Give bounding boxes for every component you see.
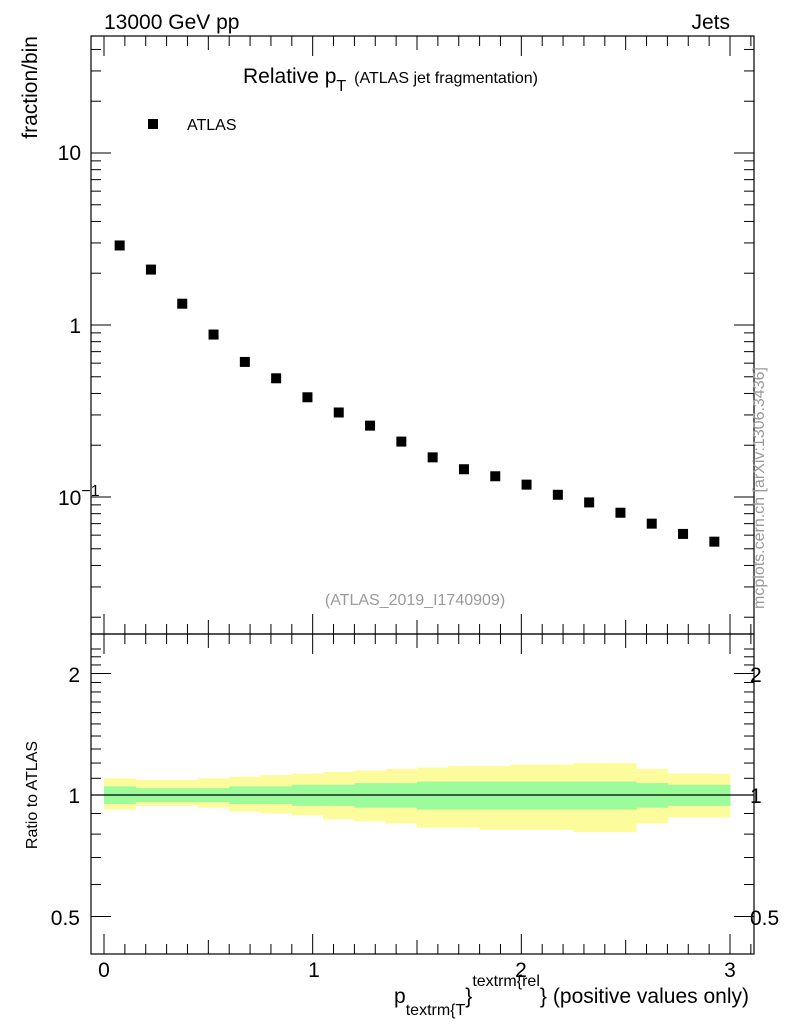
data-point: [365, 420, 376, 431]
ratio-bands: [104, 763, 731, 832]
data-point: [646, 518, 657, 529]
main-tick-0.1-base: 10: [58, 487, 81, 510]
data-point: [709, 536, 720, 547]
main-tick-0.1-exp: −1: [81, 483, 99, 500]
main-tick-10: 10: [58, 142, 81, 165]
data-point: [521, 479, 532, 490]
category-label: Jets: [691, 11, 730, 34]
legend-marker: [148, 119, 158, 129]
x-tick-2: 2: [515, 959, 527, 982]
data-point: [208, 329, 219, 340]
data-point: [396, 436, 407, 447]
x-tick-1: 1: [308, 959, 320, 982]
analysis-label: (ATLAS_2019_I1740909): [325, 592, 505, 609]
plot-title: Relative pT (ATLAS jet fragmentation): [243, 65, 538, 95]
data-point: [114, 240, 125, 251]
ratio-tick-2-right: 2: [750, 664, 762, 687]
energy-label: 13000 GeV pp: [104, 11, 239, 34]
title-main: Relative p: [243, 65, 336, 88]
atlas-markers: [114, 240, 720, 547]
y-axis-label-ratio: Ratio to ATLAS: [24, 741, 41, 849]
x-tick-3: 3: [724, 959, 736, 982]
data-point: [302, 392, 313, 403]
data-point: [584, 497, 595, 508]
main-tick-1: 1: [69, 315, 81, 338]
data-point: [615, 507, 626, 518]
side-label: mcplots.cern.ch [arXiv:1306.3436]: [751, 367, 768, 609]
data-point: [333, 407, 344, 418]
data-point: [271, 373, 282, 384]
x-label-p: p: [394, 985, 406, 1008]
x-axis-label: ptextrm{T}textrm{rel} (positive values on…: [394, 973, 749, 1019]
x-label-sub: textrm{T: [406, 1002, 466, 1019]
legend-label: ATLAS: [187, 117, 237, 134]
ratio-tick-1-left: 1: [68, 785, 80, 808]
ratio-tick-0.5-right: 0.5: [750, 907, 779, 930]
axis-ticks: [91, 36, 754, 954]
x-label-rest: (positive values only): [553, 985, 749, 1008]
main-tick-0.1: 10−1: [58, 483, 100, 510]
x-label-sup: textrm{rel: [472, 973, 540, 990]
x-tick-0: 0: [98, 959, 110, 982]
ratio-tick-0.5-left: 0.5: [51, 907, 80, 930]
data-point: [458, 464, 469, 475]
data-point: [145, 264, 156, 275]
ratio-plot-frame: [90, 633, 755, 955]
x-label-brace1: }: [465, 985, 472, 1008]
title-suffix: (ATLAS jet fragmentation): [354, 70, 538, 87]
data-point: [678, 528, 689, 539]
title-main-sub: T: [336, 78, 346, 95]
x-label-brace2: }: [540, 985, 547, 1008]
data-point: [552, 489, 563, 500]
ratio-tick-2-left: 2: [68, 664, 80, 687]
data-point: [239, 356, 250, 367]
y-axis-label-main: fraction/bin: [19, 36, 42, 139]
ratio-tick-1-right: 1: [750, 785, 762, 808]
data-point: [427, 452, 438, 463]
data-point: [490, 471, 501, 482]
data-point: [177, 298, 188, 309]
